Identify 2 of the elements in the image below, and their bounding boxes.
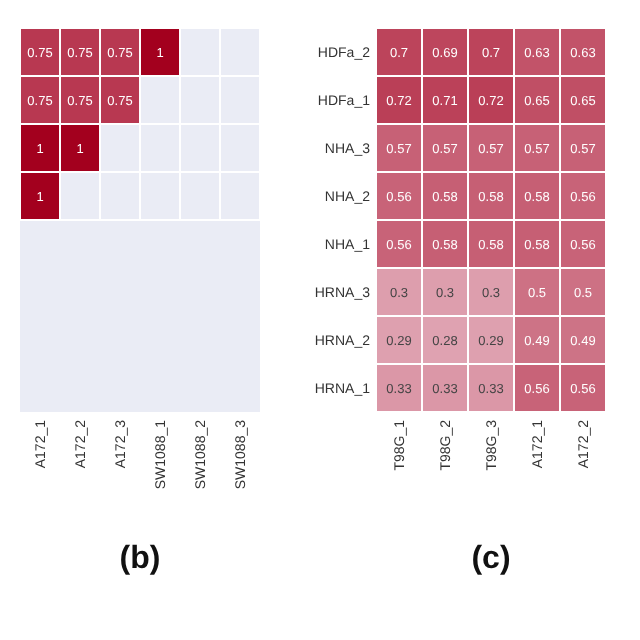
text: (c) [471,542,511,576]
text: (b) [119,542,161,576]
